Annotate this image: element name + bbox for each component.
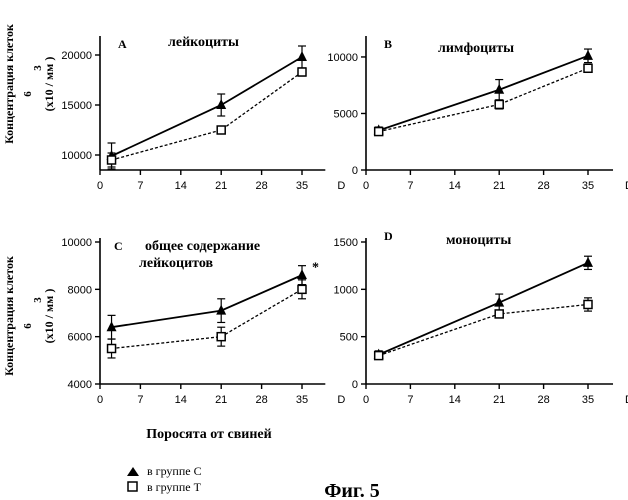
x-tick-label: 35 xyxy=(296,180,308,192)
x-tick-label: 21 xyxy=(493,180,505,192)
x-tick-label: 0 xyxy=(363,180,369,192)
x-tick-label: 21 xyxy=(215,180,227,192)
panel-letter: A xyxy=(118,37,127,51)
x-tick-label: 7 xyxy=(407,180,413,192)
series-line-group-t xyxy=(379,68,588,131)
series-line-group-t xyxy=(379,304,588,355)
panel-title: общее содержание xyxy=(145,239,260,254)
y-tick-label: 5000 xyxy=(334,108,358,120)
y-tick-label: 0 xyxy=(352,379,358,391)
y-label-units: (x10 / мм ) xyxy=(42,57,56,112)
panel-b: 0 5000 10000 0 7 14 21 28 35 D Bлимфоциты xyxy=(327,36,628,192)
series-line-group-c xyxy=(379,56,588,131)
data-point-square xyxy=(108,156,116,164)
x-tick-label: 28 xyxy=(255,180,267,192)
y-tick-label: 8000 xyxy=(68,284,92,296)
panel-title: моноциты xyxy=(446,233,511,248)
x-tick-label: 35 xyxy=(296,394,308,406)
data-point-triangle xyxy=(583,50,593,60)
panel-title: лимфоциты xyxy=(438,41,514,56)
x-tick-label: 14 xyxy=(449,180,461,192)
data-point-square xyxy=(298,285,306,293)
data-point-square xyxy=(217,333,225,341)
y-tick-label: 6000 xyxy=(68,332,92,344)
x-tick-label: 0 xyxy=(97,394,103,406)
data-point-square xyxy=(495,100,503,108)
legend-triangle-marker xyxy=(127,467,139,476)
series-line-group-c xyxy=(112,57,302,156)
panel-letter: D xyxy=(384,229,393,243)
legend: в группе С в группе Т xyxy=(127,464,202,494)
x-tick-label: 0 xyxy=(97,180,103,192)
y-tick-label: 4000 xyxy=(68,379,92,391)
significance-annotation: * xyxy=(312,261,319,276)
y-axis-label-top: Концентрация клеток 6 3 (x10 / мм ) xyxy=(2,24,56,144)
x-tick-label: 28 xyxy=(537,180,549,192)
figure-caption: Фиг. 5 xyxy=(324,480,380,500)
y-tick-label: 1500 xyxy=(334,237,358,249)
data-point-square xyxy=(217,126,225,134)
x-tick-label: 14 xyxy=(175,394,187,406)
x-axis-label: D xyxy=(337,180,345,192)
x-tick-label: 14 xyxy=(449,394,461,406)
x-tick-label: 7 xyxy=(407,394,413,406)
series-line-group-t xyxy=(112,289,302,348)
y-tick-label: 10000 xyxy=(61,150,92,162)
data-point-square xyxy=(375,128,383,136)
data-point-square xyxy=(108,345,116,353)
panel-letter: B xyxy=(384,37,392,51)
panel-d: 0 500 1000 1500 0 7 14 21 28 35 D Dмоноциты xyxy=(334,229,628,406)
common-x-label: Поросята от свиней xyxy=(146,427,271,442)
data-point-triangle xyxy=(297,51,307,61)
y-label-line-1: Концентрация клеток xyxy=(2,256,16,376)
y-label-exp-6: 6 xyxy=(22,91,34,97)
x-tick-label: 28 xyxy=(537,394,549,406)
x-tick-label: 7 xyxy=(137,394,143,406)
y-tick-label: 20000 xyxy=(61,50,92,62)
y-label-units: (x10 / мм ) xyxy=(42,289,56,344)
y-tick-label: 500 xyxy=(340,332,358,344)
y-label-exp-6: 6 xyxy=(22,323,34,329)
series-line-group-t xyxy=(112,72,302,160)
panel-letter: C xyxy=(114,239,123,253)
x-axis-label: D xyxy=(337,394,345,406)
legend-square-marker xyxy=(128,482,137,491)
legend-label-group-t: в группе Т xyxy=(147,480,202,494)
y-label-line-1: Концентрация клеток xyxy=(2,24,16,144)
y-tick-label: 1000 xyxy=(334,284,358,296)
panel-title: лейкоциты xyxy=(168,35,239,50)
x-tick-label: 21 xyxy=(215,394,227,406)
legend-label-group-c: в группе С xyxy=(147,464,202,478)
x-tick-label: 7 xyxy=(137,180,143,192)
x-tick-label: 21 xyxy=(493,394,505,406)
data-point-square xyxy=(298,68,306,76)
y-tick-label: 0 xyxy=(352,165,358,177)
data-point-triangle xyxy=(216,99,226,109)
y-tick-label: 10000 xyxy=(61,237,92,249)
panel-a: 10000 15000 20000 0 7 14 21 28 35 D Aлейкоциты xyxy=(61,35,345,192)
data-point-square xyxy=(584,300,592,308)
y-tick-label: 10000 xyxy=(327,52,358,64)
chart-panels: 1000015000200000714212835DAлейкоциты0500… xyxy=(61,35,628,406)
data-point-square xyxy=(495,310,503,318)
data-point-square xyxy=(584,64,592,72)
panel-c: 4000 6000 8000 10000 0 7 14 21 28 35 D Cобщее содер… xyxy=(61,237,345,406)
data-point-triangle xyxy=(583,257,593,267)
panel-title-line-2: лейкоцитов xyxy=(139,256,213,271)
x-tick-label: 35 xyxy=(582,394,594,406)
series-line-group-c xyxy=(379,263,588,355)
x-tick-label: 28 xyxy=(255,394,267,406)
y-axis-label-bottom: Концентрация клеток 6 3 (x10 / мм ) xyxy=(2,256,56,376)
y-tick-label: 15000 xyxy=(61,100,92,112)
data-point-square xyxy=(375,352,383,360)
data-point-triangle xyxy=(297,269,307,279)
series-line-group-c xyxy=(112,275,302,327)
x-tick-label: 35 xyxy=(582,180,594,192)
x-tick-label: 14 xyxy=(175,180,187,192)
x-tick-label: 0 xyxy=(363,394,369,406)
